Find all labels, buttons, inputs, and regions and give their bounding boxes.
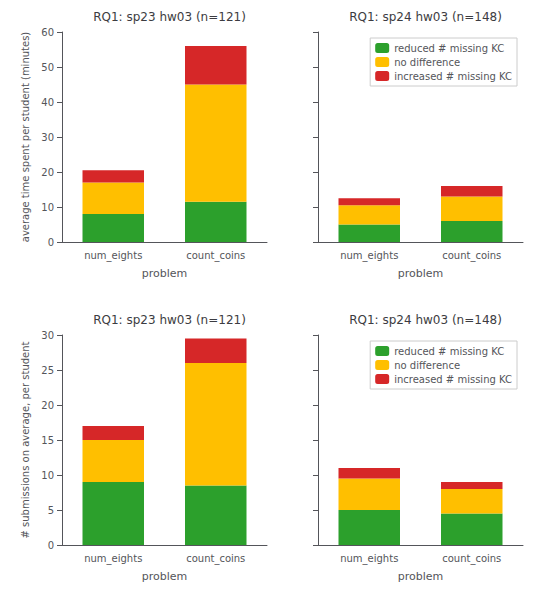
svg-text:num_eights: num_eights (84, 250, 142, 262)
svg-text:num_eights: num_eights (340, 553, 398, 565)
svg-text:60: 60 (41, 27, 54, 38)
svg-text:10: 10 (41, 202, 54, 213)
svg-text:problem: problem (142, 267, 188, 280)
svg-text:25: 25 (41, 365, 54, 376)
svg-text:20: 20 (41, 400, 54, 411)
svg-text:# submissions on average, per: # submissions on average, per student (20, 341, 31, 538)
svg-text:count_coins: count_coins (186, 553, 245, 565)
svg-text:average time spent per student: average time spent per student (minutes) (20, 32, 31, 243)
svg-text:num_eights: num_eights (340, 250, 398, 262)
svg-text:RQ1: sp24 hw03 (n=148): RQ1: sp24 hw03 (n=148) (349, 10, 502, 24)
svg-text:reduced # missing KC: reduced # missing KC (394, 43, 504, 54)
svg-text:10: 10 (41, 470, 54, 481)
svg-text:30: 30 (41, 330, 54, 341)
svg-text:RQ1: sp23 hw03 (n=121): RQ1: sp23 hw03 (n=121) (93, 10, 246, 24)
svg-text:reduced # missing KC: reduced # missing KC (394, 346, 504, 357)
svg-text:increased # missing KC: increased # missing KC (394, 374, 512, 385)
svg-text:RQ1: sp23 hw03 (n=121): RQ1: sp23 hw03 (n=121) (93, 313, 246, 327)
svg-text:30: 30 (41, 132, 54, 143)
svg-text:no difference: no difference (394, 360, 460, 371)
svg-text:problem: problem (398, 267, 444, 280)
svg-text:40: 40 (41, 97, 54, 108)
svg-text:increased # missing KC: increased # missing KC (394, 71, 512, 82)
svg-text:5: 5 (48, 505, 54, 516)
svg-text:problem: problem (398, 570, 444, 583)
svg-text:count_coins: count_coins (442, 553, 501, 565)
svg-text:15: 15 (41, 435, 54, 446)
svg-text:problem: problem (142, 570, 188, 583)
svg-text:0: 0 (48, 237, 54, 248)
svg-text:RQ1: sp24 hw03 (n=148): RQ1: sp24 hw03 (n=148) (349, 313, 502, 327)
svg-text:num_eights: num_eights (84, 553, 142, 565)
svg-text:no difference: no difference (394, 57, 460, 68)
svg-text:count_coins: count_coins (442, 250, 501, 262)
svg-text:20: 20 (41, 167, 54, 178)
svg-text:0: 0 (48, 540, 54, 551)
svg-text:50: 50 (41, 62, 54, 73)
svg-text:count_coins: count_coins (186, 250, 245, 262)
